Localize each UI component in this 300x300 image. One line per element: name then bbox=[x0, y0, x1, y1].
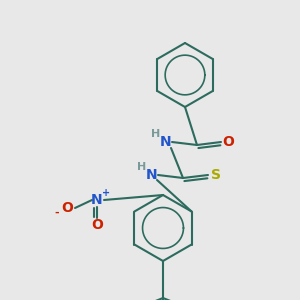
Text: O: O bbox=[222, 135, 234, 149]
Text: N: N bbox=[91, 193, 103, 207]
Text: H: H bbox=[152, 129, 160, 139]
Text: N: N bbox=[146, 168, 158, 182]
Text: H: H bbox=[137, 162, 147, 172]
Text: N: N bbox=[160, 135, 172, 149]
Text: -: - bbox=[55, 208, 59, 218]
Text: O: O bbox=[91, 218, 103, 232]
Text: +: + bbox=[102, 188, 110, 198]
Text: S: S bbox=[211, 168, 221, 182]
Text: O: O bbox=[61, 201, 73, 215]
